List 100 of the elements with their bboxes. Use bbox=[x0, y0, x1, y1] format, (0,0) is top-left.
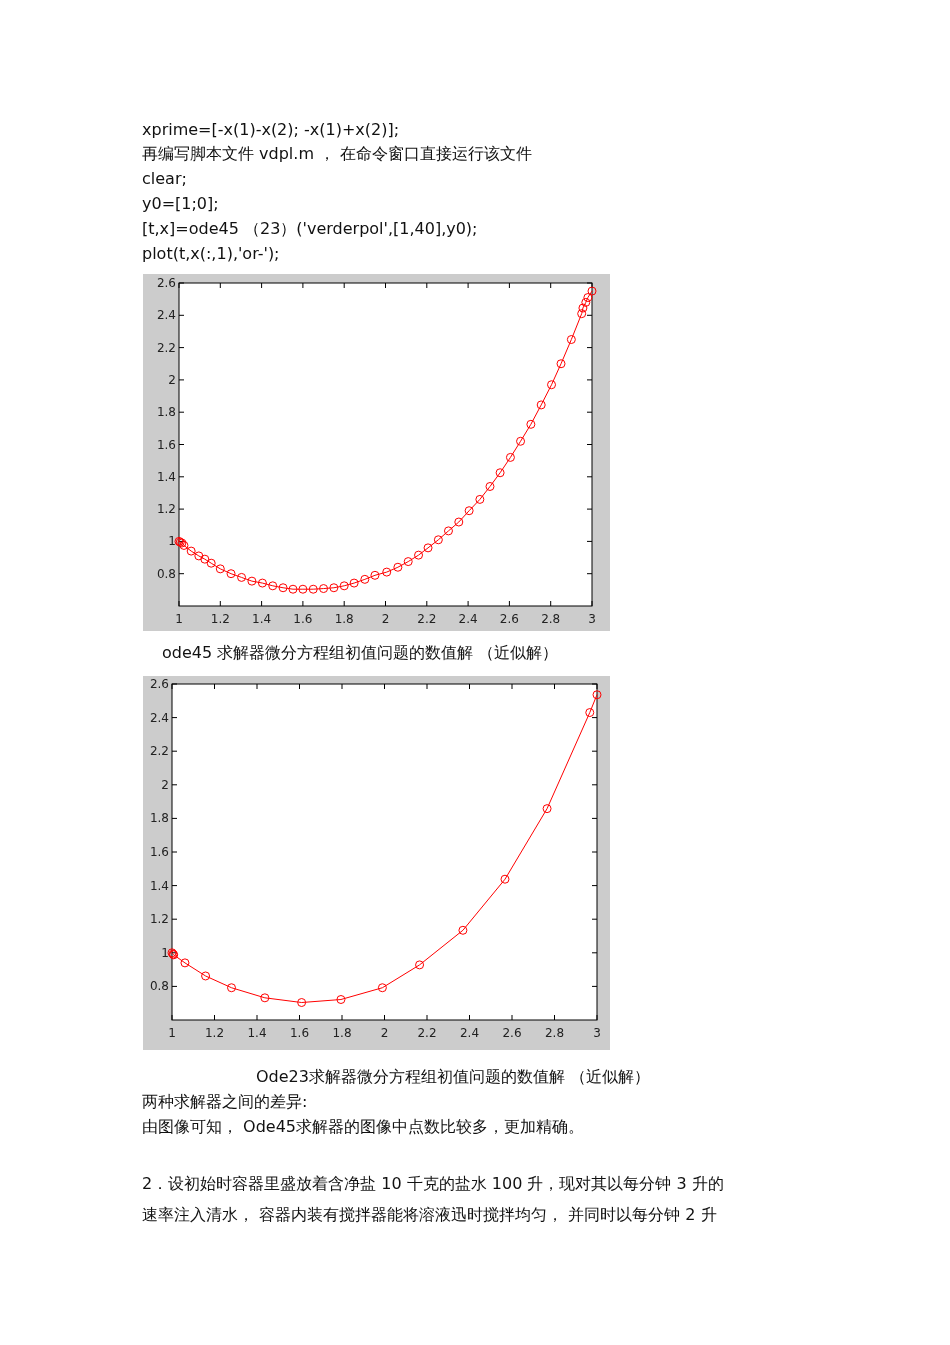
point bbox=[201, 971, 211, 981]
y-tick-label: 1.8 bbox=[156, 405, 176, 420]
annotation: plot(t,x(:,1),'or-'); bbox=[142, 244, 280, 264]
point bbox=[587, 286, 597, 296]
title: ode45 求解器微分方程组初值问题的数值解 （近似解） bbox=[162, 643, 559, 663]
annotation: y0=[1;0]; bbox=[142, 194, 219, 214]
point bbox=[577, 309, 587, 319]
point bbox=[339, 581, 349, 591]
y-tick-label: 1.6 bbox=[156, 437, 176, 452]
x-tick-label: 1.8 bbox=[332, 1026, 352, 1040]
point bbox=[298, 584, 308, 594]
annotation: clear; bbox=[142, 169, 187, 189]
point bbox=[500, 874, 510, 884]
point bbox=[536, 400, 546, 410]
y-tick-label: 1 bbox=[161, 945, 169, 960]
point bbox=[475, 494, 485, 504]
point bbox=[526, 419, 536, 429]
point bbox=[206, 558, 216, 568]
point bbox=[194, 551, 204, 561]
x-tick-label: 2.8 bbox=[541, 612, 561, 626]
x-tick-label: 2.2 bbox=[417, 612, 437, 626]
point bbox=[226, 569, 236, 579]
x-tick-label: 2.8 bbox=[544, 1026, 565, 1040]
point bbox=[297, 998, 307, 1008]
x-tick-label: 3 bbox=[588, 612, 596, 626]
point bbox=[370, 570, 380, 580]
y-tick-label: 0.8 bbox=[149, 979, 169, 994]
point bbox=[433, 535, 443, 545]
title: Ode23求解器微分方程组初值问题的数值解 （近似解） bbox=[256, 1067, 651, 1087]
x-tick-label: 1.6 bbox=[293, 612, 313, 626]
x-tick-label: 1.6 bbox=[289, 1026, 310, 1040]
point bbox=[393, 562, 403, 572]
y-tick-label: 1.8 bbox=[149, 811, 169, 826]
y-tick-label: 2.6 bbox=[156, 276, 176, 290]
point bbox=[360, 574, 370, 584]
point bbox=[308, 584, 318, 594]
y-tick-label: 2 bbox=[168, 372, 176, 387]
x-tick-label: 2.4 bbox=[459, 1026, 480, 1040]
point bbox=[542, 804, 552, 814]
point bbox=[403, 557, 413, 567]
point bbox=[458, 925, 468, 935]
point bbox=[578, 303, 588, 313]
point bbox=[336, 995, 346, 1004]
point bbox=[592, 690, 602, 700]
y-tick-label: 1.2 bbox=[156, 502, 176, 517]
y-tick-label: 2 bbox=[161, 777, 169, 792]
point bbox=[505, 452, 515, 462]
point bbox=[237, 572, 247, 582]
y-tick-label: 1.2 bbox=[149, 912, 169, 927]
point bbox=[278, 583, 288, 593]
point bbox=[268, 581, 278, 591]
y-tick-label: 1.4 bbox=[149, 878, 169, 893]
point bbox=[319, 584, 329, 594]
point bbox=[349, 578, 359, 588]
annotation: 2．设初始时容器里盛放着含净盐 10 千克的盐水 100 升，现对其以每分钟 3 升的 bbox=[142, 1174, 724, 1194]
point bbox=[260, 993, 270, 1003]
point bbox=[180, 958, 190, 968]
annotation: 两种求解器之间的差异: bbox=[142, 1092, 308, 1112]
point bbox=[581, 297, 591, 307]
x-tick-label: 1.2 bbox=[204, 1026, 225, 1040]
x-tick-label: 2 bbox=[381, 612, 390, 626]
y-tick-label: 2.4 bbox=[149, 710, 169, 725]
y-tick-label: 2.4 bbox=[156, 308, 176, 323]
point bbox=[583, 293, 593, 303]
x-tick-label: 1.8 bbox=[334, 612, 354, 626]
point bbox=[227, 983, 236, 993]
y-tick-label: 2.6 bbox=[149, 677, 169, 691]
point bbox=[423, 543, 433, 553]
x-tick-label: 1.4 bbox=[247, 1026, 267, 1040]
y-tick-label: 2.2 bbox=[156, 340, 176, 355]
annotation: xprime=[-x(1)-x(2); -x(1)+x(2)]; bbox=[142, 120, 400, 140]
annotation: 速率注入清水， 容器内装有搅拌器能将溶液迅时搅拌均匀， 并同时以每分钟 2 升 bbox=[142, 1205, 717, 1225]
point bbox=[329, 583, 339, 593]
point bbox=[566, 335, 576, 345]
point bbox=[215, 564, 225, 574]
point bbox=[414, 550, 424, 560]
x-tick-label: 1.2 bbox=[210, 612, 230, 626]
point bbox=[556, 359, 566, 369]
x-tick-label: 3 bbox=[593, 1026, 601, 1040]
annotation: [t,x]=ode45 （23）('verderpol',[1,40],y0); bbox=[142, 219, 478, 239]
point bbox=[382, 567, 392, 577]
y-tick-label: 1.6 bbox=[149, 845, 169, 859]
point bbox=[454, 517, 464, 527]
point bbox=[257, 578, 267, 588]
annotation: 由图像可知， Ode45求解器的图像中点数比较多，更加精确。 bbox=[142, 1117, 585, 1137]
point bbox=[443, 526, 453, 536]
point bbox=[585, 708, 595, 718]
point bbox=[516, 436, 526, 446]
x-tick-label: 1.4 bbox=[252, 612, 272, 626]
point bbox=[288, 584, 298, 594]
point bbox=[464, 506, 474, 516]
y-tick-label: 1.4 bbox=[156, 469, 176, 484]
y-tick-label: 2.2 bbox=[149, 744, 169, 759]
x-tick-label: 2.6 bbox=[499, 612, 519, 626]
x-tick-label: 2.2 bbox=[417, 1026, 437, 1040]
point bbox=[200, 554, 210, 564]
point bbox=[547, 380, 557, 390]
point bbox=[485, 481, 495, 491]
point bbox=[186, 546, 196, 556]
x-tick-label: 2 bbox=[380, 1026, 389, 1040]
